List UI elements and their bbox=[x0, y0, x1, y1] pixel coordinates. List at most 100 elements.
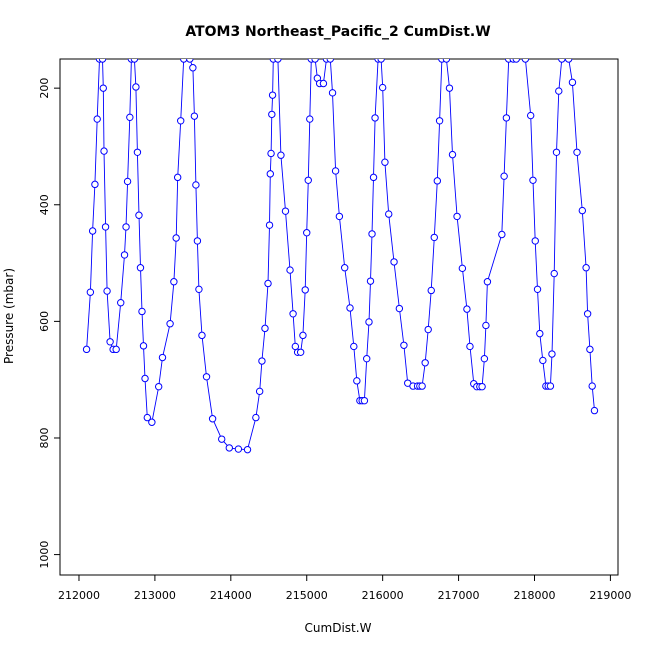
x-tick-label: 215000 bbox=[286, 589, 328, 602]
data-point bbox=[189, 64, 197, 72]
data-point bbox=[531, 237, 539, 245]
data-point bbox=[123, 177, 132, 186]
data-point bbox=[480, 354, 489, 363]
data-point bbox=[88, 227, 97, 235]
data-point bbox=[133, 148, 142, 156]
y-tick-label: 600 bbox=[38, 311, 51, 332]
data-point bbox=[350, 342, 358, 351]
data-point bbox=[546, 382, 555, 390]
data-point bbox=[93, 115, 101, 123]
data-point bbox=[458, 264, 467, 273]
data-point bbox=[103, 287, 111, 295]
data-point bbox=[427, 286, 435, 295]
plot-frame bbox=[59, 58, 619, 576]
x-tick-label: 212000 bbox=[58, 589, 100, 602]
data-point bbox=[445, 84, 454, 92]
x-tick-label: 218000 bbox=[513, 589, 555, 602]
data-point bbox=[562, 50, 568, 56]
data-series bbox=[82, 50, 599, 454]
data-point bbox=[218, 435, 226, 443]
data-point bbox=[463, 305, 471, 313]
data-point bbox=[132, 83, 140, 91]
chart-title: ATOM3 Northeast_Pacific_2 CumDist.W bbox=[185, 24, 490, 40]
data-point bbox=[148, 418, 156, 426]
data-point bbox=[98, 50, 104, 56]
data-point bbox=[365, 318, 373, 326]
data-point bbox=[234, 445, 243, 453]
data-point bbox=[267, 149, 275, 158]
data-point bbox=[568, 78, 577, 87]
y-axis: 200 400 600 800 1000 bbox=[38, 78, 61, 569]
data-point bbox=[482, 321, 490, 330]
data-point bbox=[225, 444, 233, 452]
data-point bbox=[258, 357, 266, 365]
data-point bbox=[112, 345, 120, 354]
data-point bbox=[281, 207, 290, 215]
data-point bbox=[363, 354, 371, 363]
data-point bbox=[588, 382, 596, 390]
data-point bbox=[172, 234, 180, 242]
data-point bbox=[552, 148, 561, 156]
data-point bbox=[421, 359, 429, 367]
data-point bbox=[442, 59, 451, 63]
data-point bbox=[190, 112, 199, 120]
data-point bbox=[266, 170, 274, 178]
data-point bbox=[208, 415, 217, 423]
data-point bbox=[243, 445, 252, 454]
x-tick-label: 214000 bbox=[210, 589, 252, 602]
data-point bbox=[170, 278, 178, 286]
data-point bbox=[340, 264, 349, 272]
data-point bbox=[353, 377, 361, 385]
data-point bbox=[376, 50, 382, 56]
data-point bbox=[539, 356, 547, 365]
data-point bbox=[130, 59, 139, 63]
data-point bbox=[521, 59, 530, 63]
data-point bbox=[517, 50, 523, 56]
data-point bbox=[466, 342, 474, 351]
data-point bbox=[264, 279, 272, 288]
data-point bbox=[555, 87, 563, 95]
data-point bbox=[301, 286, 309, 294]
data-point bbox=[335, 212, 344, 221]
data-point bbox=[166, 320, 174, 328]
data-point bbox=[177, 117, 185, 125]
data-point bbox=[91, 180, 99, 189]
data-point bbox=[299, 331, 307, 340]
data-point bbox=[512, 59, 520, 63]
y-tick-label: 800 bbox=[38, 427, 51, 448]
data-point bbox=[261, 324, 269, 333]
data-point bbox=[184, 50, 190, 56]
data-point bbox=[99, 84, 107, 92]
data-point bbox=[381, 158, 389, 166]
data-point bbox=[192, 181, 200, 189]
data-point bbox=[369, 173, 378, 182]
data-point bbox=[311, 59, 319, 63]
data-point bbox=[390, 258, 398, 266]
data-point bbox=[448, 150, 457, 159]
data-point bbox=[508, 50, 514, 56]
data-point bbox=[277, 151, 285, 159]
data-point bbox=[319, 79, 328, 88]
data-point bbox=[435, 117, 444, 125]
data-point bbox=[106, 338, 114, 346]
data-point bbox=[304, 176, 312, 184]
data-point bbox=[583, 310, 592, 318]
data-point bbox=[158, 353, 167, 362]
data-point bbox=[252, 413, 260, 422]
data-point bbox=[303, 229, 311, 237]
data-point bbox=[180, 59, 188, 63]
data-point bbox=[141, 374, 149, 383]
y-tick-label: 200 bbox=[38, 78, 51, 99]
data-point bbox=[126, 113, 134, 122]
data-point bbox=[502, 114, 511, 122]
data-point bbox=[430, 233, 438, 242]
data-point bbox=[139, 342, 148, 350]
data-point bbox=[143, 413, 152, 422]
data-point bbox=[582, 264, 590, 272]
data-point bbox=[400, 341, 408, 349]
data-point bbox=[368, 230, 376, 238]
data-point bbox=[325, 50, 331, 56]
data-point bbox=[198, 331, 206, 340]
data-point bbox=[533, 285, 542, 294]
data-point bbox=[186, 59, 194, 63]
